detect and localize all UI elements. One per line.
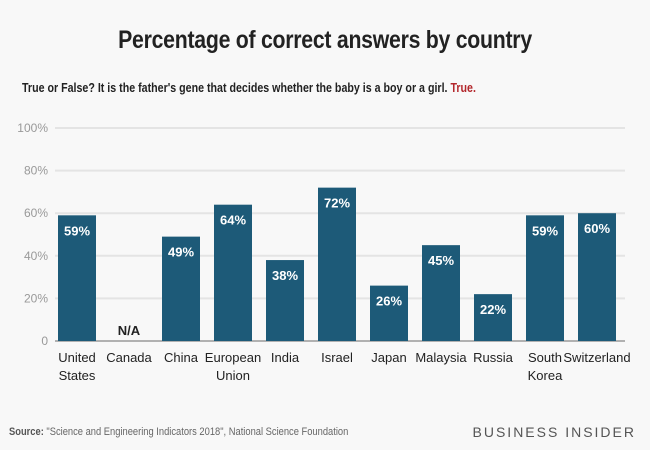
subtitle-question: True or False? It is the father's gene t… [22, 80, 448, 95]
bar [318, 187, 356, 341]
x-tick-label: Israel [321, 350, 353, 365]
bar [578, 213, 616, 341]
y-tick-label: 0 [41, 334, 48, 348]
x-tick-label: China [164, 350, 199, 365]
y-tick-label: 20% [24, 291, 48, 305]
bar [266, 260, 304, 341]
bar [370, 285, 408, 341]
bar [526, 215, 564, 341]
x-tick-label: Russia [473, 350, 514, 365]
y-tick-label: 40% [24, 249, 48, 263]
x-tick-label: Switzerland [563, 350, 630, 365]
data-label: 64% [220, 213, 246, 228]
bar [58, 215, 96, 341]
x-tick-label: South [528, 350, 562, 365]
x-tick-label: Malaysia [415, 350, 467, 365]
source-label: Source: [9, 426, 44, 438]
bar [474, 294, 512, 341]
bar [422, 245, 460, 341]
x-tick-label: European [205, 350, 261, 365]
data-label: 45% [428, 253, 454, 268]
x-tick-label: Union [216, 368, 250, 383]
data-label: 22% [480, 302, 506, 317]
data-label: 49% [168, 245, 194, 260]
chart-title: Percentage of correct answers by country [118, 26, 532, 54]
data-label-na: N/A [118, 323, 141, 338]
chart-subtitle: True or False? It is the father's gene t… [22, 80, 476, 95]
x-tick-label: Japan [371, 350, 406, 365]
source-text: "Science and Engineering Indicators 2018… [43, 426, 349, 438]
data-label: 59% [532, 223, 558, 238]
x-tick-label: United [58, 350, 96, 365]
y-tick-label: 100% [17, 121, 48, 135]
source-note: Source: "Science and Engineering Indicat… [9, 426, 348, 438]
bar [162, 236, 200, 341]
data-label: 60% [584, 221, 610, 236]
bar [214, 204, 252, 341]
y-tick-label: 60% [24, 206, 48, 220]
data-label: 72% [324, 196, 350, 211]
data-label: 59% [64, 223, 90, 238]
x-tick-label: India [271, 350, 300, 365]
data-label: 26% [376, 294, 402, 309]
y-tick-label: 80% [24, 164, 48, 178]
brand-logo: BUSINESS INSIDER [472, 424, 636, 440]
subtitle-answer: True. [450, 80, 476, 95]
data-label: 38% [272, 268, 298, 283]
x-tick-label: States [59, 368, 96, 383]
x-tick-label: Canada [106, 350, 152, 365]
x-tick-label: Korea [528, 368, 563, 383]
